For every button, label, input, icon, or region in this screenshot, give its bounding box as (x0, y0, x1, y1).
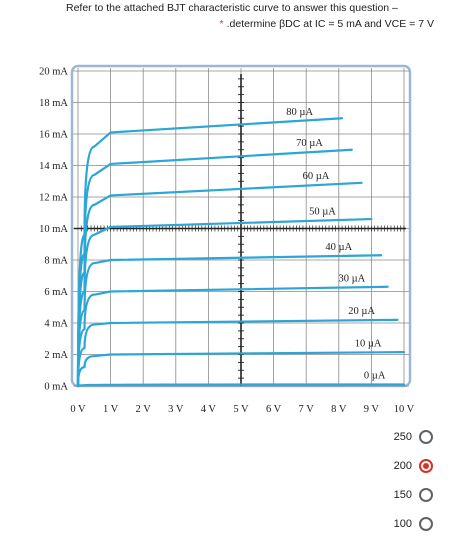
characteristic-curve (76, 117, 344, 388)
x-tick-label: 8 V (331, 404, 347, 415)
x-tick-label: 0 V (70, 404, 86, 415)
y-tick-label: 18 mA (39, 98, 68, 109)
option-label: 200 (393, 460, 412, 472)
curve-label: 70 µA (296, 138, 323, 149)
option-label: 100 (393, 518, 412, 530)
radio-icon[interactable] (419, 488, 433, 502)
y-tick-label: 4 mA (44, 319, 68, 330)
x-tick-label: 10 V (394, 404, 415, 415)
y-tick-label: 12 mA (39, 193, 68, 204)
curve-label: 50 µA (309, 207, 336, 218)
y-tick-label: 16 mA (39, 130, 68, 141)
x-tick-label: 4 V (201, 404, 217, 415)
curve-label: 40 µA (325, 242, 352, 253)
curve-label: 0 µA (364, 370, 386, 381)
curve-label: 60 µA (303, 171, 330, 182)
radio-icon[interactable] (419, 517, 433, 531)
x-tick-label: 7 V (299, 404, 315, 415)
option-100[interactable]: 100 (370, 515, 450, 537)
radio-selected-icon[interactable] (419, 459, 433, 473)
option-200[interactable]: 200 (370, 457, 450, 479)
y-tick-label: 20 mA (39, 67, 68, 78)
x-tick-label: 9 V (364, 404, 380, 415)
x-tick-label: 2 V (136, 404, 152, 415)
y-tick-label: 14 mA (39, 161, 68, 172)
y-tick-label: 0 mA (44, 382, 68, 393)
characteristic-curve (76, 383, 406, 388)
x-tick-label: 5 V (233, 404, 249, 415)
option-150[interactable]: 150 (370, 486, 450, 508)
option-250[interactable]: 250 (370, 428, 450, 450)
question-subtext: * .determine βDC at IC = 5 mA and VCE = 7… (220, 18, 434, 30)
y-tick-label: 2 mA (44, 350, 68, 361)
x-tick-label: 3 V (168, 404, 184, 415)
curve-label: 20 µA (348, 306, 375, 317)
radio-icon[interactable] (419, 430, 433, 444)
bjt-characteristic-chart: 0 mA 2 mA 4 mA 6 mA 8 mA 10 mA 12 mA 14 mA 16 mA… (0, 55, 456, 415)
curve-label: 10 µA (355, 338, 382, 349)
required-marker: * (219, 18, 224, 30)
question-text: Refer to the attached BJT characteristic… (66, 2, 398, 14)
x-tick-label: 6 V (266, 404, 282, 415)
curve-label: 30 µA (338, 273, 365, 284)
option-label: 150 (393, 489, 412, 501)
question-prompt: .determine βDC at IC = 5 mA and VCE = 7 … (226, 18, 434, 30)
radio-dot-icon (423, 463, 429, 469)
chart-svg: 0 mA 2 mA 4 mA 6 mA 8 mA 10 mA 12 mA 14 mA 16 mA… (39, 64, 415, 415)
curve-label: 80 µA (286, 107, 313, 118)
y-tick-label: 6 mA (44, 287, 68, 298)
y-tick-label: 10 mA (39, 224, 68, 235)
x-tick-label: 1 V (103, 404, 119, 415)
y-tick-label: 8 mA (44, 256, 68, 267)
option-label: 250 (393, 431, 412, 443)
